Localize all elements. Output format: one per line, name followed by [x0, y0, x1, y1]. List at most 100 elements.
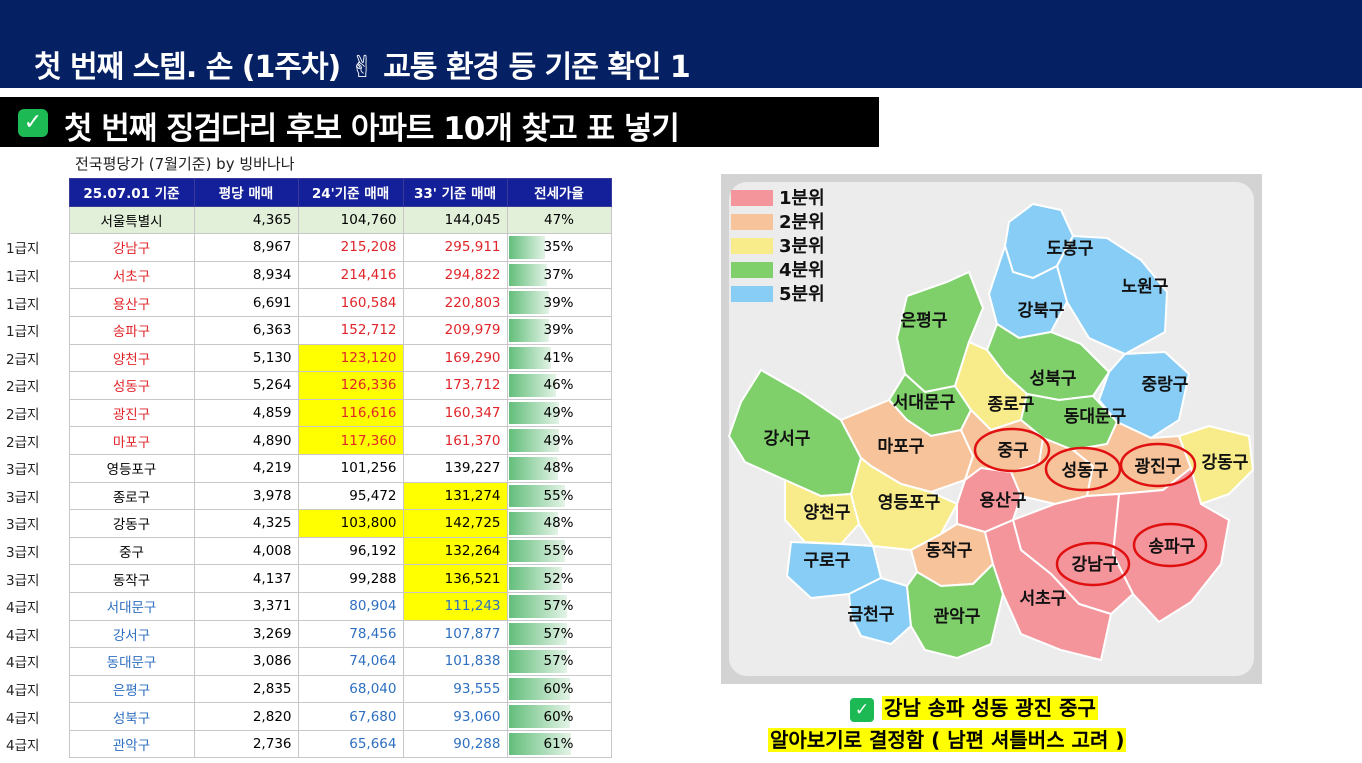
table-row: 1급지 용산구 6,691 160,584 220,803 39% [0, 288, 612, 317]
price-33: 220,803 [402, 288, 508, 317]
district-label-songpa: 송파구 [1149, 537, 1196, 557]
pyeong-price: 4,137 [193, 564, 299, 593]
district-label-eunpyeong: 은평구 [901, 311, 948, 331]
price-24: 152,712 [297, 315, 404, 345]
jeonse-rate: 37% [506, 260, 612, 290]
legend-label-5: 5분위 [779, 284, 825, 305]
highlight-circle-seongdong [1044, 446, 1122, 492]
price-33: 294,822 [402, 260, 508, 290]
district-name: 종로구 [68, 481, 195, 511]
pyeong-price: 2,835 [193, 674, 299, 704]
rate-value: 46% [543, 377, 574, 394]
column-header: 전세가율 [506, 178, 612, 207]
price-24: 80,904 [297, 591, 404, 621]
district-label-seocho: 서초구 [1020, 589, 1067, 609]
price-33: 160,347 [402, 398, 508, 428]
rate-value: 37% [543, 267, 574, 284]
price-24: 103,800 [297, 509, 404, 538]
table-row: 3급지 강동구 4,325 103,800 142,725 48% [0, 509, 612, 538]
district-label-seongdong: 성동구 [1062, 461, 1109, 481]
pyeong-price: 3,269 [193, 619, 299, 649]
price-24: 96,192 [297, 536, 404, 566]
tier-label: 4급지 [6, 600, 40, 617]
price-33: 136,521 [402, 564, 508, 593]
district-name: 성동구 [68, 371, 195, 400]
district-name: 영등포구 [68, 453, 195, 483]
highlight-circle-junggu [973, 427, 1051, 473]
legend-label-2: 2분위 [779, 212, 825, 233]
pyeong-price: 2,736 [193, 729, 299, 759]
rate-databar [508, 594, 567, 618]
rate-value: 61% [543, 736, 574, 753]
pyeong-price: 8,934 [193, 260, 299, 290]
rate-databar [508, 732, 571, 756]
pyeong-price: 5,130 [193, 343, 299, 373]
legend-swatch-4 [731, 262, 773, 278]
tier-label: 3급지 [6, 572, 40, 589]
seoul-map: 1분위 2분위 3분위 4분위 5분위 도봉구 노원구 강북구 은평구 성북구 … [721, 174, 1262, 684]
district-shape-gangbuk [987, 242, 1069, 340]
table-row: 1급지 송파구 6,363 152,712 209,979 39% [0, 315, 612, 345]
district-name: 서대문구 [68, 591, 195, 621]
price-33: 169,290 [402, 343, 508, 373]
district-name: 양천구 [68, 343, 195, 373]
district-label-gwanak: 관악구 [934, 607, 981, 627]
price-33: 131,274 [402, 481, 508, 511]
district-shape-jungnang [1097, 350, 1191, 440]
column-header: 33' 기준 매매 [402, 178, 508, 207]
jeonse-rate: 46% [506, 371, 612, 400]
district-shape-yangcheon [784, 478, 861, 546]
pyeong-price: 2,820 [193, 702, 299, 731]
district-name: 동대문구 [68, 647, 195, 676]
jeonse-rate: 52% [506, 564, 612, 593]
price-24: 117,360 [297, 426, 404, 455]
price-33: 295,911 [402, 233, 508, 262]
tier-label: 4급지 [6, 655, 40, 672]
tier-label: 4급지 [6, 738, 40, 755]
district-label-jungnang: 중랑구 [1142, 375, 1189, 395]
district-label-gangnam: 강남구 [1072, 555, 1119, 575]
jeonse-rate: 47% [506, 205, 612, 235]
jeonse-rate: 35% [506, 233, 612, 262]
district-name: 서초구 [68, 260, 195, 290]
jeonse-rate: 39% [506, 315, 612, 345]
highlight-circle-gwangjin [1119, 442, 1197, 488]
section-title: 첫 번째 징검다리 후보 아파트 10개 찾고 표 넣기 [64, 111, 680, 147]
district-name: 중구 [68, 536, 195, 566]
district-label-geumcheon: 금천구 [848, 605, 895, 625]
pyeong-price: 3,371 [193, 591, 299, 621]
summary-row: 서울특별시 4,365 104,760 144,045 47% [0, 205, 612, 235]
rate-value: 52% [543, 570, 574, 587]
district-label-seongbuk: 성북구 [1030, 369, 1077, 389]
price-33: 161,370 [402, 426, 508, 455]
price-24: 65,664 [297, 729, 404, 759]
column-header: 평당 매매 [193, 178, 299, 207]
rate-value: 35% [543, 239, 574, 256]
rate-value: 57% [543, 598, 574, 615]
jeonse-rate: 60% [506, 674, 612, 704]
district-label-jongno: 종로구 [988, 395, 1035, 415]
district-label-junggu: 중구 [997, 441, 1029, 461]
rate-databar [508, 291, 549, 314]
price-24: 95,472 [297, 481, 404, 511]
tier-label: 3급지 [6, 489, 40, 506]
tier-label: 4급지 [6, 682, 40, 699]
pyeong-price: 4,890 [193, 426, 299, 455]
rate-value: 48% [543, 460, 574, 477]
district-label-gangdong: 강동구 [1202, 453, 1249, 473]
district-name: 은평구 [68, 674, 195, 704]
price-24: 67,680 [297, 702, 404, 731]
district-label-dobong: 도봉구 [1047, 239, 1094, 259]
district-name: 마포구 [68, 426, 195, 455]
district-label-dongdaemun: 동대문구 [1064, 407, 1127, 427]
district-label-nowon: 노원구 [1122, 277, 1169, 297]
rate-value: 57% [543, 653, 574, 670]
rate-value: 55% [543, 543, 574, 560]
price-24: 78,456 [297, 619, 404, 649]
district-name: 용산구 [68, 288, 195, 317]
district-label-gangbuk: 강북구 [1018, 301, 1065, 321]
tier-label: 1급지 [6, 296, 40, 313]
table-row: 3급지 중구 4,008 96,192 132,264 55% [0, 536, 612, 566]
price-24: 160,584 [297, 288, 404, 317]
jeonse-rate: 49% [506, 398, 612, 428]
